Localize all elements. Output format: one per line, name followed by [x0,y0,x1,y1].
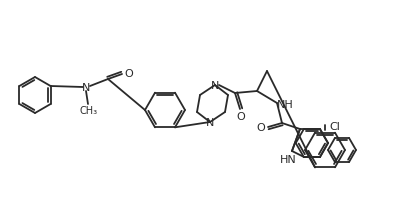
Text: O: O [124,69,133,79]
Text: Cl: Cl [329,121,339,131]
Text: N: N [82,83,90,93]
Text: HN: HN [279,154,296,164]
Text: O: O [256,122,265,132]
Text: N: N [210,81,218,91]
Text: NH: NH [276,100,293,109]
Text: N: N [205,117,214,127]
Text: CH₃: CH₃ [80,105,98,115]
Text: O: O [236,111,245,121]
